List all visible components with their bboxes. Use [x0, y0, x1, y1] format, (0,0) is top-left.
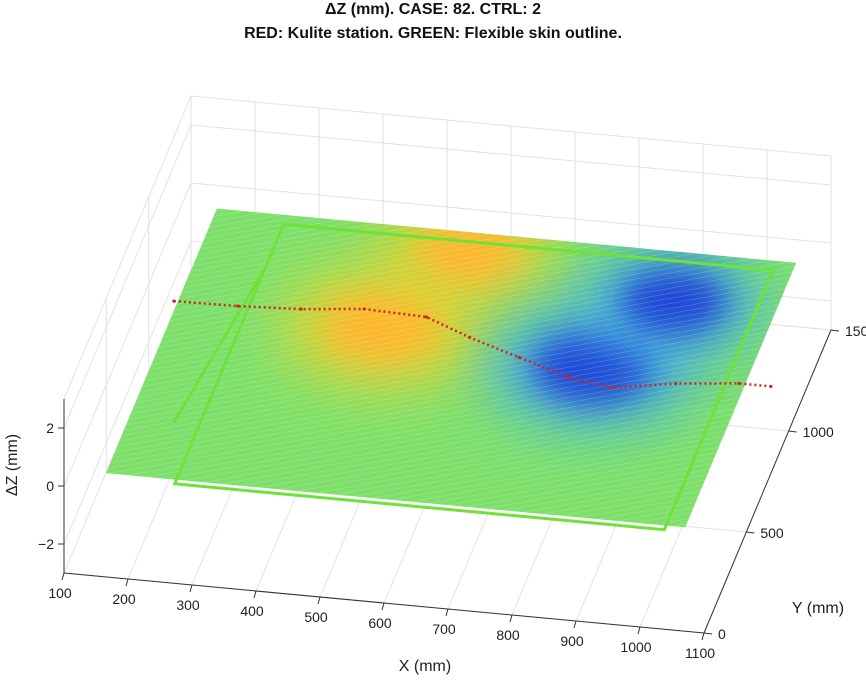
- y-axis-line: [703, 329, 832, 634]
- surface-mesh: [106, 208, 797, 528]
- chart-title: ΔZ (mm). CASE: 82. CTRL: 2: [325, 1, 541, 18]
- gridline: [63, 124, 192, 429]
- gridline: [63, 269, 192, 574]
- kulite-station-point: [610, 386, 615, 390]
- gridline: [63, 240, 192, 545]
- kulite-station-point: [424, 315, 429, 319]
- y-tick-label: 500: [760, 525, 784, 541]
- y-tick-label: 0: [718, 626, 726, 642]
- x-tick-label: 300: [176, 597, 200, 613]
- kulite-station-polyline: [173, 299, 772, 389]
- skin-outline-edge: [172, 266, 267, 424]
- kulite-station-point: [769, 384, 773, 389]
- x-tick-label: 400: [240, 603, 264, 619]
- y-axis-label: Y (mm): [792, 600, 844, 617]
- kulite-station-point: [468, 335, 472, 339]
- x-axis-label: X (mm): [399, 658, 451, 675]
- x-tick: [253, 590, 257, 599]
- gridline: [63, 182, 192, 487]
- z-axis-label: ΔZ (mm): [4, 434, 21, 496]
- x-tick: [701, 632, 705, 641]
- y-tick-label: 1000: [803, 424, 834, 440]
- x-tick: [189, 584, 193, 593]
- gridline: [190, 95, 832, 157]
- gridline: [190, 182, 832, 244]
- x-tick: [61, 572, 65, 581]
- surface-mesh-lines: [106, 208, 797, 528]
- x-tick: [317, 596, 321, 605]
- y-tick: [830, 329, 840, 332]
- kulite-station-point: [362, 307, 366, 311]
- x-tick: [445, 608, 449, 617]
- x-tick: [125, 578, 129, 587]
- x-tick-label: 900: [560, 633, 584, 649]
- kulite-station-point: [674, 381, 678, 386]
- y-tick: [703, 632, 713, 635]
- kulite-station-point: [299, 307, 303, 311]
- gridline: [63, 95, 192, 400]
- x-tick-label: 800: [496, 627, 520, 643]
- z-tick-label: 0: [46, 478, 54, 494]
- x-tick-label: 100: [48, 585, 72, 601]
- x-tick-label: 600: [368, 615, 392, 631]
- x-tick-label: 700: [432, 621, 456, 637]
- x-tick: [573, 620, 577, 629]
- axes: 100 200 300 400 500 600 700 800 900 1000 110005001…: [38, 323, 866, 661]
- flexible-skin-outline: [172, 222, 776, 532]
- kulite-station-point: [236, 304, 240, 308]
- axis-labels: X (mm) Y (mm) ΔZ (mm): [4, 434, 844, 675]
- x-tick-label: 200: [112, 591, 136, 607]
- z-tick-label: −2: [38, 536, 54, 552]
- x-tick: [381, 602, 385, 611]
- kulite-station-line: [172, 299, 773, 390]
- x-tick-label: 1000: [620, 639, 651, 655]
- gridline: [190, 124, 832, 186]
- y-tick: [788, 430, 797, 433]
- skin-outline-rect: [172, 222, 776, 532]
- kulite-station-point: [567, 375, 571, 379]
- y-tick-label: 1500: [845, 323, 866, 339]
- kulite-station-point: [517, 355, 521, 359]
- surface-colormap: [106, 208, 797, 528]
- chart-subtitle: RED: Kulite station. GREEN: Flexible ski…: [244, 25, 622, 42]
- kulite-station-point: [172, 299, 176, 303]
- x-tick: [637, 626, 641, 635]
- x-tick: [509, 614, 513, 623]
- y-tick: [746, 531, 755, 534]
- z-tick-label: 2: [46, 420, 54, 436]
- x-tick-label: 1100: [685, 645, 715, 661]
- kulite-station-point: [737, 381, 741, 386]
- x-tick-label: 500: [304, 609, 328, 625]
